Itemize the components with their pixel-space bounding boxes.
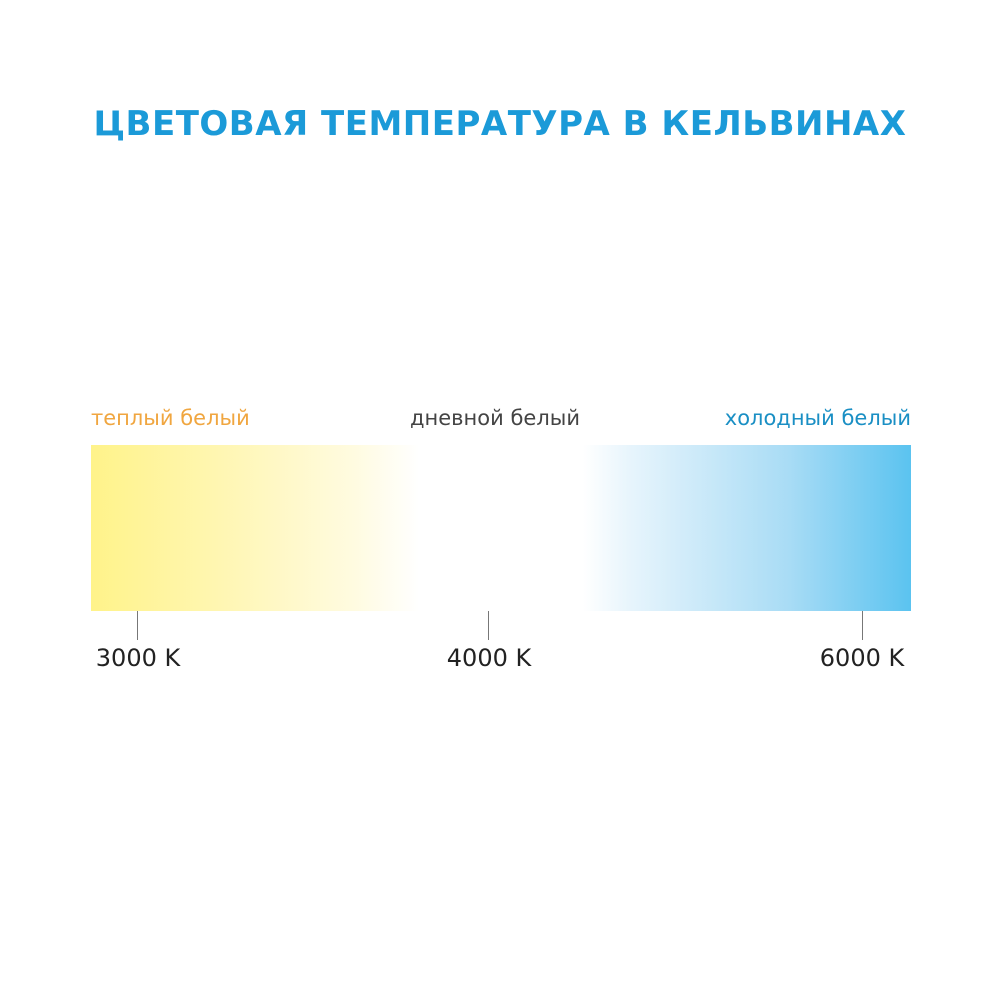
daylight-white-label: дневной белый — [410, 406, 580, 430]
tick-6000 — [862, 611, 863, 640]
tick-label-4000: 4000 K — [446, 644, 532, 672]
page-title: ЦВЕТОВАЯ ТЕМПЕРАТУРА В КЕЛЬВИНАХ — [93, 104, 907, 144]
tick-4000 — [488, 611, 489, 640]
tick-3000 — [137, 611, 138, 640]
color-temperature-gradient-bar — [91, 445, 911, 611]
warm-white-label: теплый белый — [91, 406, 250, 430]
tick-label-3000: 3000 K — [95, 644, 181, 672]
cold-white-label: холодный белый — [724, 406, 911, 430]
tick-label-6000: 6000 K — [819, 644, 905, 672]
